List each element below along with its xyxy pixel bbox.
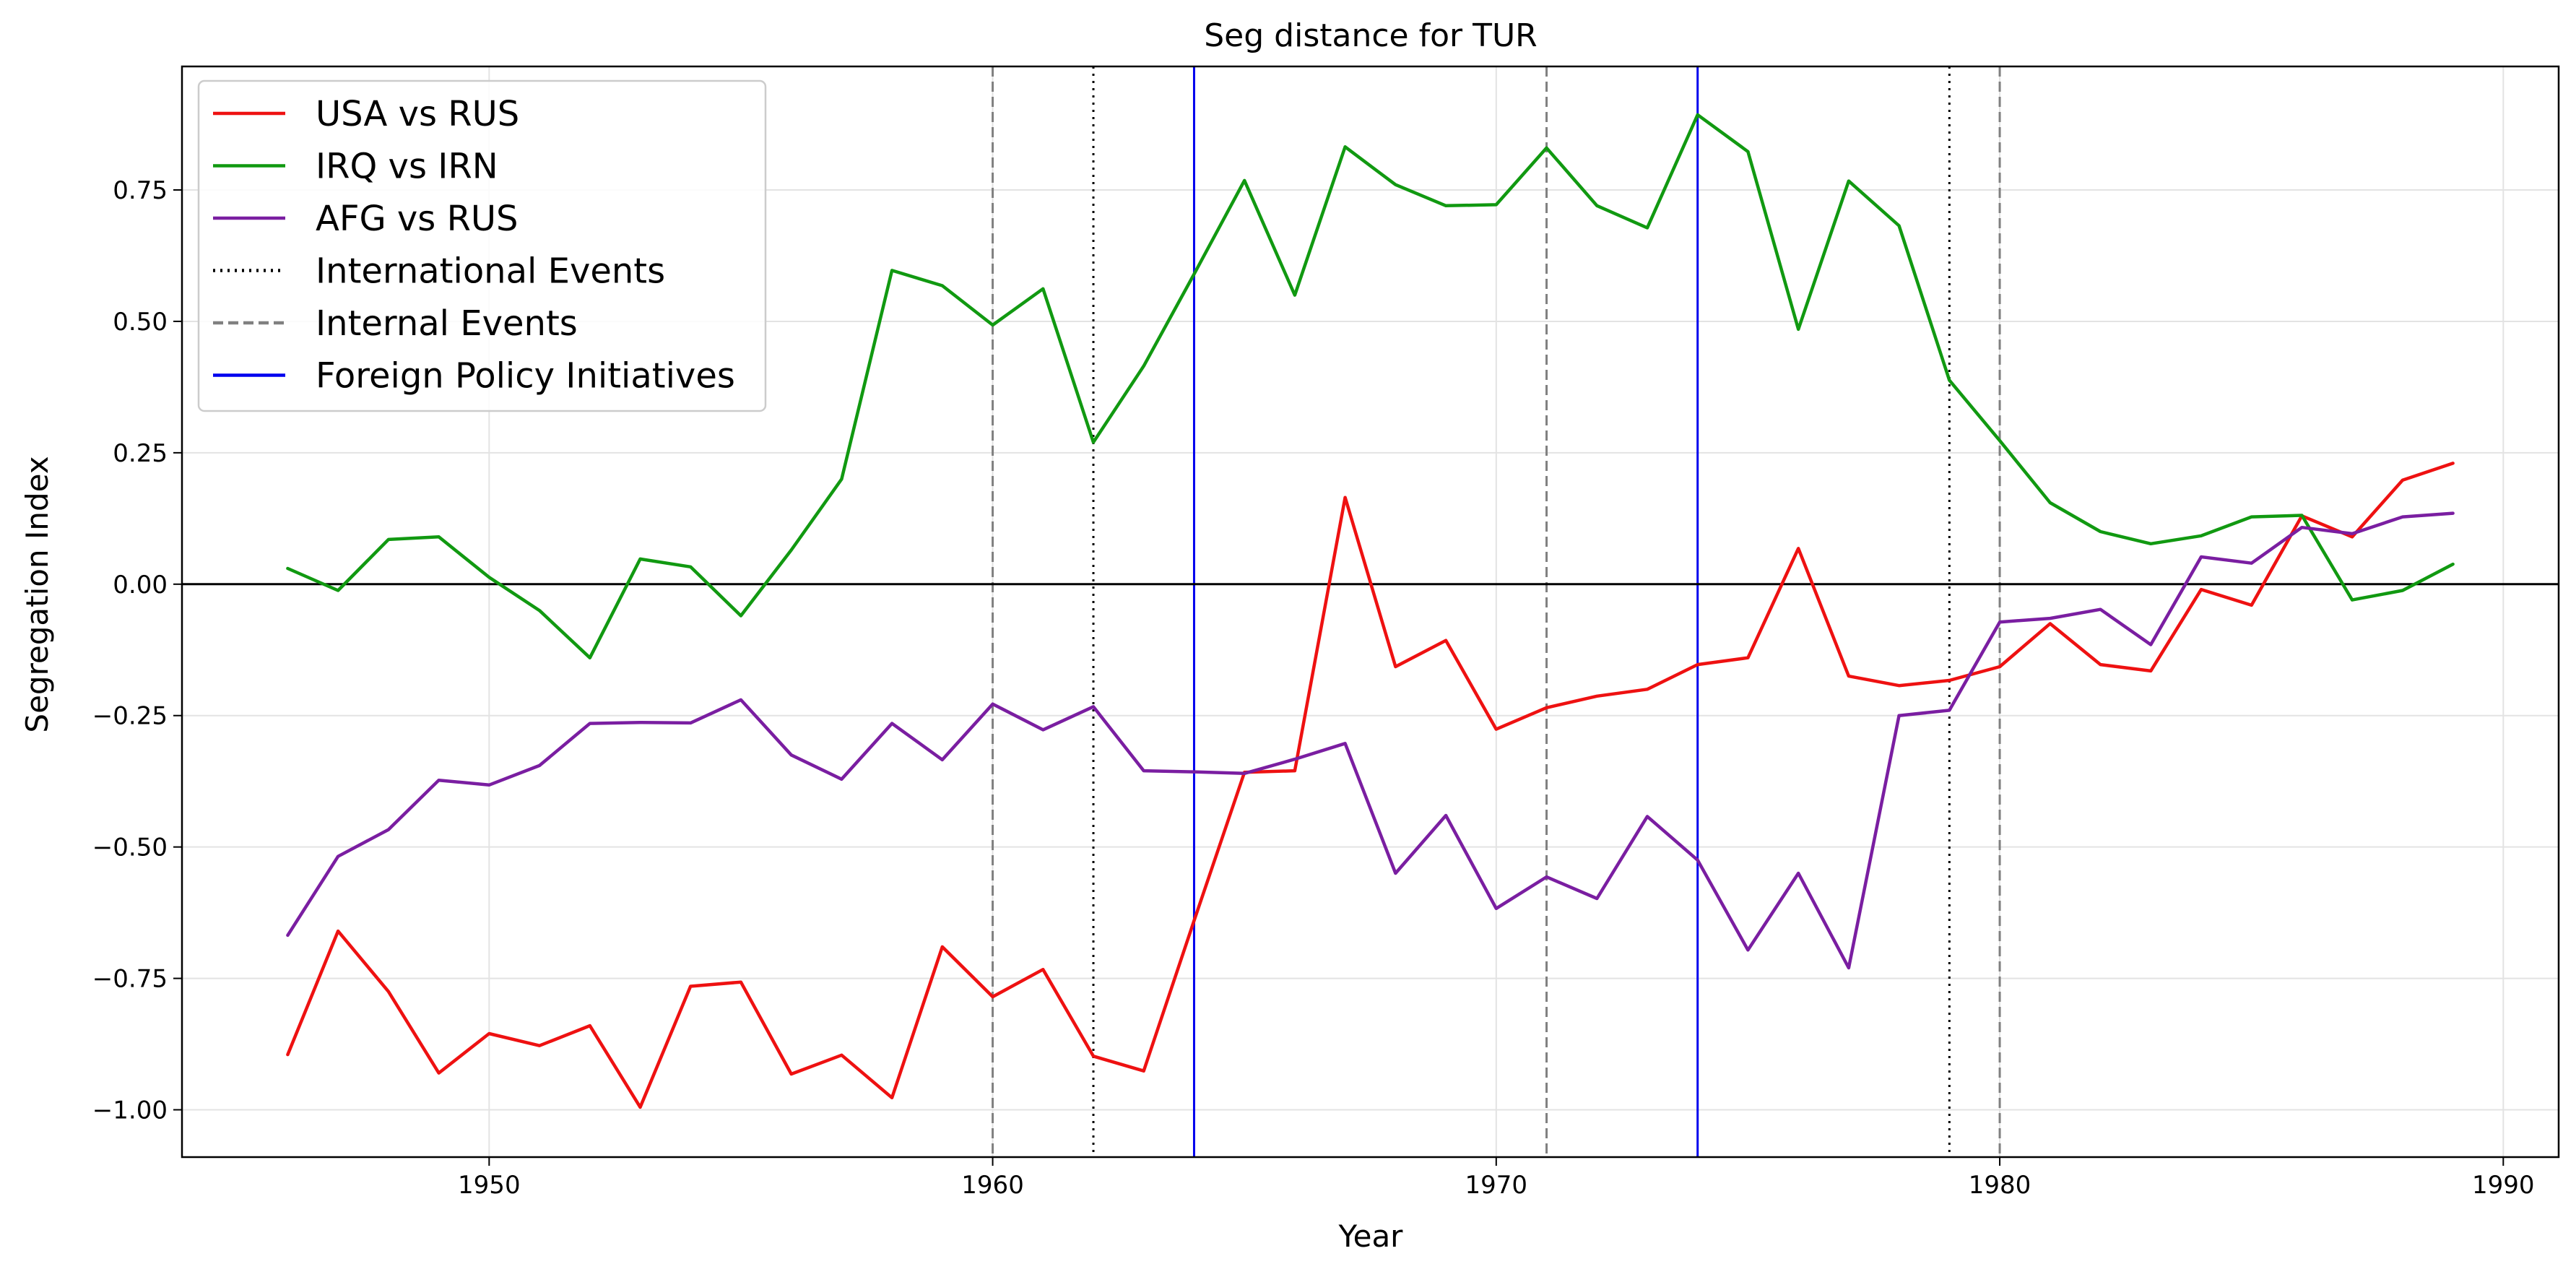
y-tick-label: 0.50	[113, 308, 168, 337]
legend-label: AFG vs RUS	[316, 199, 519, 239]
legend-label: International Events	[316, 251, 665, 292]
x-tick-label: 1980	[1969, 1171, 2031, 1200]
y-tick-label: −0.25	[92, 702, 168, 731]
x-tick-label: 1970	[1465, 1171, 1528, 1200]
legend-box	[197, 79, 767, 412]
y-tick-label: −0.50	[92, 834, 168, 862]
legend: USA vs RUS IRQ vs IRN AFG vs RUS Internatio…	[197, 79, 767, 412]
series-line-afg-vs-rus	[286, 511, 2455, 970]
y-axis-label: Segregation Index	[19, 456, 55, 732]
y-tick-label: −0.75	[92, 965, 168, 994]
event-reference-lines	[992, 66, 2001, 1157]
x-axis-ticks: 1950 1960 1970 1980 1990	[458, 1157, 2535, 1200]
y-tick-label: 0.00	[113, 571, 168, 599]
series-lines	[286, 113, 2455, 1109]
series-line-irq-vs-irn	[286, 113, 2455, 659]
legend-label: IRQ vs IRN	[316, 147, 498, 187]
y-tick-label: 0.25	[113, 439, 168, 468]
x-axis-label: Year	[1338, 1218, 1404, 1254]
series-line-usa-vs-rus	[286, 462, 2455, 1109]
chart-title: Seg distance for TUR	[1204, 17, 1537, 54]
y-tick-label: −1.00	[92, 1096, 168, 1125]
plot-frame	[181, 65, 2560, 1159]
x-tick-label: 1960	[961, 1171, 1024, 1200]
legend-label: USA vs RUS	[316, 94, 519, 134]
y-axis-ticks: −1.00 −0.75 −0.50 −0.25 0.00 0.25 0.50 0.75	[92, 176, 182, 1125]
y-tick-label: 0.75	[113, 176, 168, 205]
legend-label: Internal Events	[316, 303, 578, 344]
x-tick-label: 1990	[2472, 1171, 2535, 1200]
x-tick-label: 1950	[458, 1171, 521, 1200]
legend-label: Foreign Policy Initiatives	[316, 356, 735, 397]
